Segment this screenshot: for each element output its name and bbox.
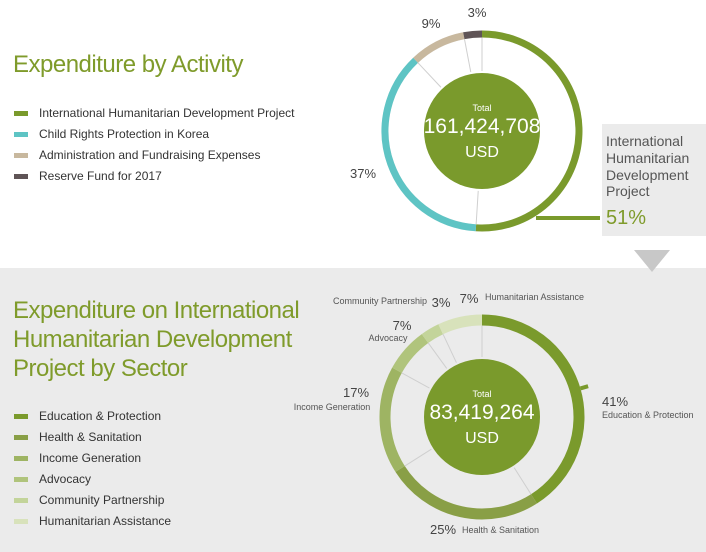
legend-label: International Humanitarian Development P…	[39, 106, 295, 120]
legend-swatch	[14, 414, 28, 419]
activity-chart-title: Expenditure by Activity	[13, 51, 243, 78]
donut-segment	[395, 465, 537, 520]
sector-legend-item: Income Generation	[13, 448, 171, 469]
donut-segment	[463, 30, 483, 40]
segment-percent-label: 25%	[430, 522, 456, 537]
sector-legend-item: Health & Sanitation	[13, 427, 171, 448]
segment-name-label: Health & Sanitation	[462, 525, 539, 535]
segment-name-label: Humanitarian Assistance	[485, 292, 584, 302]
donut-segment	[481, 314, 585, 504]
legend-swatch	[14, 111, 28, 116]
segment-name-label: Community Partnership	[333, 296, 427, 306]
legend-swatch	[14, 132, 28, 137]
segment-percent-label: 3%	[432, 295, 451, 310]
activity-legend-item: Reserve Fund for 2017	[13, 166, 294, 187]
segment-divider	[417, 62, 442, 88]
legend-label: Reserve Fund for 2017	[39, 169, 162, 183]
legend-swatch	[14, 435, 28, 440]
legend-label: Income Generation	[39, 451, 142, 465]
center-total-value: 161,424,708	[424, 115, 541, 138]
donut-segment	[475, 30, 583, 232]
activity-legend: International Humanitarian Development P…	[13, 103, 294, 187]
segment-percent-label: 37%	[350, 166, 376, 181]
center-total-label: Total	[472, 103, 491, 113]
segment-percent-label: 41%	[602, 394, 628, 409]
segment-tick	[579, 384, 589, 391]
segment-percent-label: 3%	[468, 5, 487, 20]
legend-label: Humanitarian Assistance	[39, 514, 172, 528]
center-unit: USD	[465, 144, 499, 161]
sector-legend-item: Community Partnership	[13, 490, 171, 511]
legend-label: Child Rights Protection in Korea	[39, 127, 210, 141]
activity-legend-item: International Humanitarian Development P…	[13, 103, 294, 124]
legend-label: Advocacy	[39, 472, 92, 486]
segment-divider	[442, 333, 457, 363]
center-total-label: Total	[472, 389, 491, 399]
segment-name-label: Advocacy	[368, 333, 408, 343]
donut-segment	[421, 324, 444, 344]
activity-panel	[0, 0, 706, 268]
segment-name-label: Education & Protection	[602, 410, 694, 420]
callout-panel	[602, 124, 706, 236]
legend-label: Community Partnership	[39, 493, 165, 507]
segment-divider	[404, 448, 432, 467]
legend-swatch	[14, 456, 28, 461]
activity-legend-item: Child Rights Protection in Korea	[13, 124, 294, 145]
legend-label: Health & Sanitation	[39, 430, 142, 444]
center-disc	[424, 359, 540, 475]
donut-segment	[381, 57, 477, 232]
sector-legend: Education & Protection Health & Sanitatio…	[13, 406, 171, 532]
segment-percent-label: 9%	[422, 16, 441, 31]
callout-value: 51%	[606, 207, 646, 229]
segment-percent-label: 17%	[343, 385, 369, 400]
segment-percent-label: 7%	[393, 318, 412, 333]
segment-divider	[475, 190, 479, 225]
callout-text-line-2: Humanitarian	[606, 150, 689, 166]
sector-legend-item: Humanitarian Assistance	[13, 511, 171, 532]
segment-divider	[427, 342, 448, 369]
sector-legend-item: Advocacy	[13, 469, 171, 490]
legend-label: Education & Protection	[39, 409, 162, 423]
legend-swatch	[14, 153, 28, 158]
legend-swatch	[14, 498, 28, 503]
donut-segment	[379, 367, 405, 472]
sector-donut: 41%Education & Protection 25% Health & San…	[294, 291, 694, 537]
legend-swatch	[14, 174, 28, 179]
segment-divider	[513, 467, 532, 495]
center-unit: USD	[465, 430, 499, 447]
segment-name-label: Income Generation	[294, 402, 371, 412]
callout-text-line-3: Development	[606, 167, 689, 183]
donut-segment	[392, 334, 429, 374]
activity-legend-item: Administration and Fundraising Expenses	[13, 145, 294, 166]
segment-percent-label: 7%	[460, 291, 479, 306]
center-total-value: 83,419,264	[429, 401, 534, 424]
callout-text-line-4: Project	[606, 183, 650, 199]
activity-donut: 37% 9% 3% Total 161,424,708 USD	[350, 5, 583, 232]
donut-segment	[438, 314, 483, 335]
sector-chart-title: Expenditure on International Humanitaria…	[13, 297, 300, 382]
legend-label: Administration and Fundraising Expenses	[39, 148, 261, 162]
sector-panel	[0, 268, 706, 552]
segment-divider	[463, 39, 472, 73]
legend-swatch	[14, 477, 28, 482]
down-arrow-icon	[634, 250, 670, 272]
donut-segment	[413, 32, 465, 63]
segment-divider	[401, 372, 430, 389]
legend-swatch	[14, 519, 28, 524]
sector-legend-item: Education & Protection	[13, 406, 171, 427]
callout-text-line-1: International	[606, 133, 683, 149]
center-disc	[424, 73, 540, 189]
